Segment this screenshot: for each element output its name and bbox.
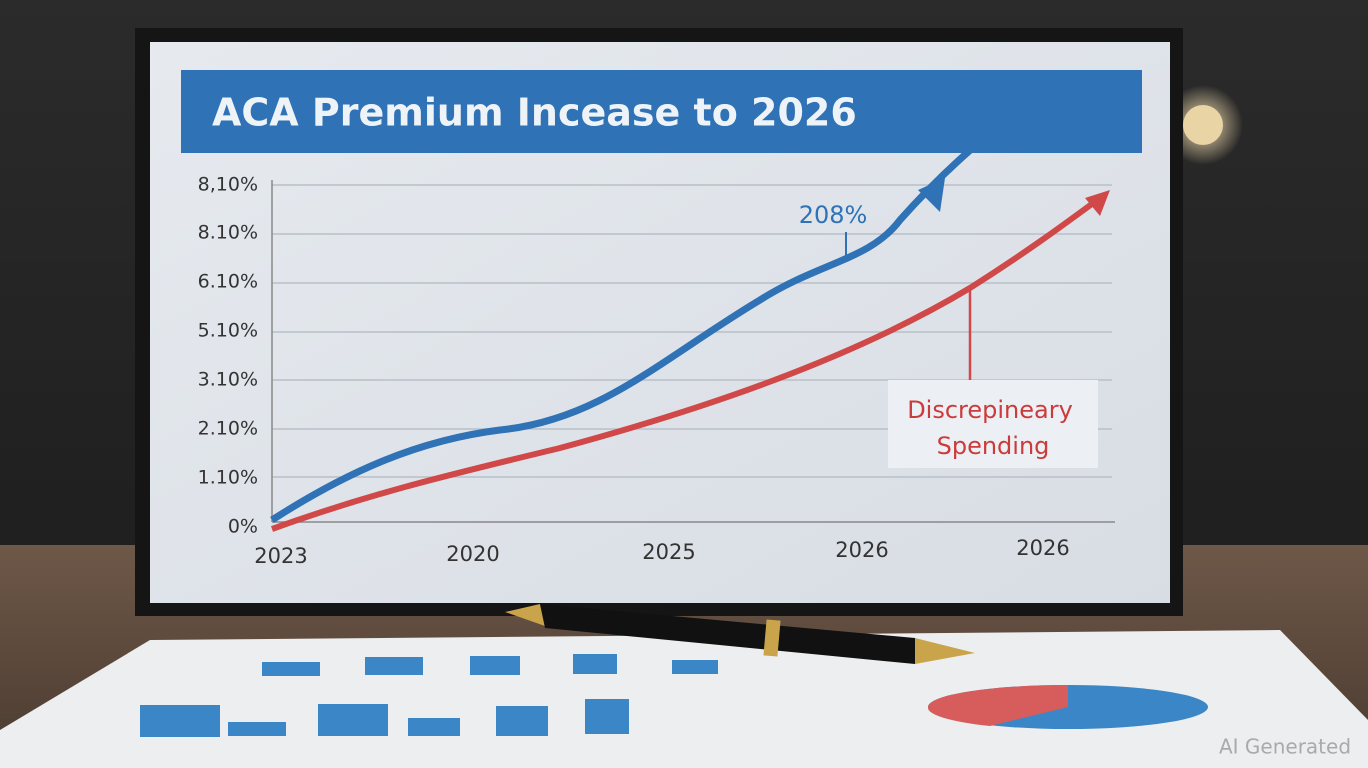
red-line: [270, 195, 1102, 532]
callout-line-2: Spending: [937, 432, 1050, 460]
x-label: 2023: [254, 544, 307, 568]
watermark: AI Generated: [1219, 735, 1351, 759]
callout-box: [888, 380, 1098, 468]
title: ACA Premium Incease to 2026: [212, 91, 857, 135]
x-label: 2020: [446, 542, 499, 566]
lamp-bulb: [1183, 105, 1223, 145]
y-label: 2.10%: [198, 418, 258, 440]
red-arrow: [1085, 190, 1110, 216]
y-label: 3.10%: [198, 369, 258, 391]
y-label: 0%: [228, 516, 258, 538]
pen: [505, 604, 975, 664]
x-label: 2025: [642, 540, 695, 564]
paper-bars: [140, 654, 718, 737]
x-label: 2026: [835, 538, 888, 562]
blue-line: [270, 115, 1013, 523]
annotation: 208%: [799, 201, 868, 229]
blue-arrow-mid: [918, 178, 945, 212]
blue-arrow: [995, 108, 1022, 135]
y-label: 8,10%: [198, 174, 258, 196]
y-label: 5.10%: [198, 320, 258, 342]
paper-pie-slice: [927, 685, 1068, 726]
y-label: 6.10%: [198, 271, 258, 293]
x-label: 2026: [1016, 536, 1069, 560]
y-label: 1.10%: [198, 467, 258, 489]
y-label: 8.10%: [198, 222, 258, 244]
callout-line-1: Discrepineary: [907, 396, 1073, 424]
